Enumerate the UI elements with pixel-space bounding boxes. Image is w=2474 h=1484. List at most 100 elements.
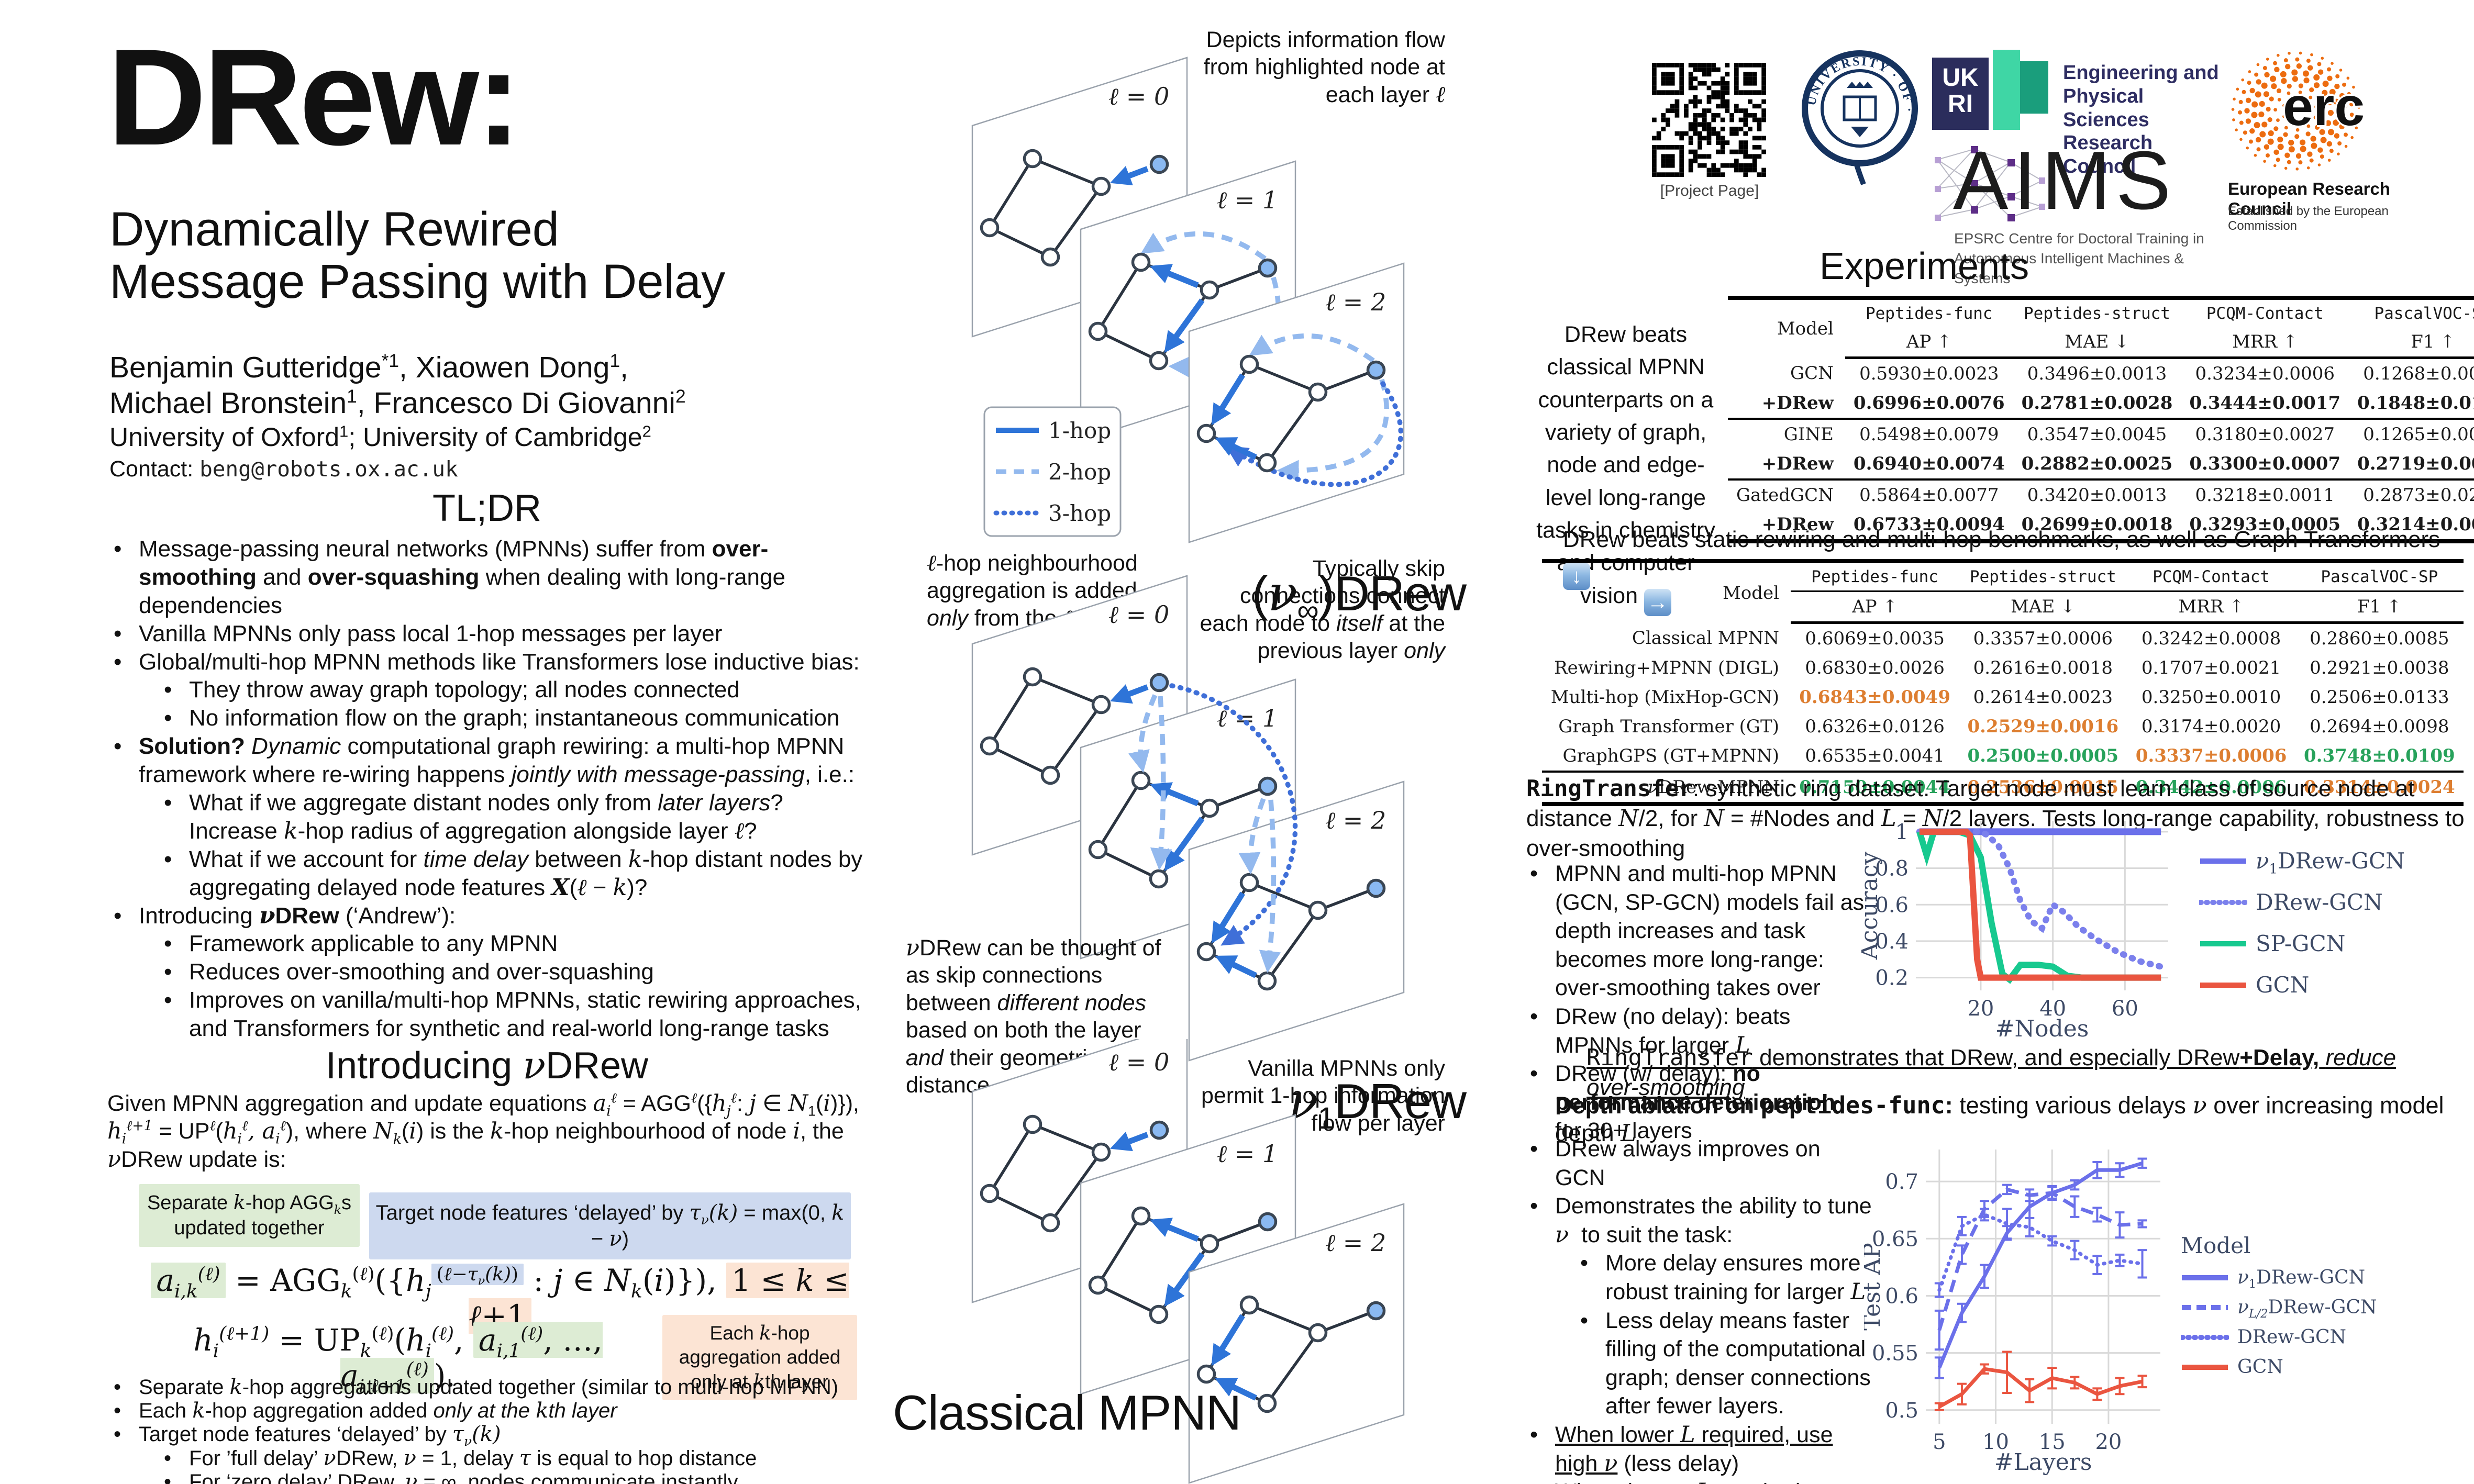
- bullet-item: For ‘zero delay’ DRew, ν = ∞, nodes comm…: [158, 1470, 867, 1484]
- erc-sunburst-icon: [2231, 51, 2361, 171]
- svg-text:0.5: 0.5: [1885, 1399, 1918, 1423]
- legend-item: ν1DRew-GCN: [2181, 1267, 2377, 1290]
- value-cell: 0.3442±0.0006: [2127, 771, 2295, 804]
- value-cell: 0.6069±0.0035: [1805, 628, 1945, 649]
- layer-label: ℓ = 2: [1325, 806, 1386, 834]
- graph-layers-figure-2: ℓ = 0 ℓ = 1 ℓ = 2: [971, 575, 1405, 1062]
- depth-ablation-chart: 5 10 15 20 0.5 0.55 0.6 0.65 0.7 #Layers Test AP: [1864, 1150, 2160, 1476]
- model-cell: GraphGPS (GT+MPNN): [1562, 745, 1779, 766]
- legend-item: DRew-GCN: [2181, 1326, 2377, 1348]
- model-cell: Graph Transformer (GT): [1558, 716, 1779, 737]
- value-cell: 0.5930±0.0023: [1859, 363, 1999, 384]
- layer-label: ℓ = 0: [1108, 1048, 1169, 1076]
- highlighted-node: [1366, 1301, 1386, 1321]
- bullet-item: DRew (no delay): beats MPNNs for larger …: [1524, 1002, 1867, 1059]
- highlighted-node: [1258, 1212, 1278, 1232]
- bullet-item: Reduces over-smoothing and over-squashin…: [158, 958, 867, 986]
- diagram3-caption-top: Vanilla MPNNs only permit 1-hop informat…: [1201, 1056, 1445, 1136]
- table-row: +DRew 0.6940±0.0074 0.2882±0.0025 0.3300±0.…: [1728, 449, 2474, 479]
- column-header: Model: [1777, 318, 1834, 340]
- graph-layer-0: [980, 1114, 1169, 1233]
- ukri-square: UK RI: [1932, 58, 1989, 130]
- graph-layer-1: [1088, 1206, 1278, 1324]
- legend-label: DRew-GCN: [2256, 889, 2383, 915]
- arrow-right-emoji: →: [1644, 588, 1671, 616]
- legend-item: νL/2DRew-GCN: [2181, 1297, 2377, 1320]
- value-cell: 0.3496±0.0013: [2027, 363, 2167, 384]
- table1-caption: DRew beats classical MPNN counterparts o…: [1529, 318, 1723, 616]
- poster-title: DRew:: [107, 20, 522, 174]
- aims-wordmark: AIMS: [1953, 135, 2177, 227]
- value-cell: 0.3293±0.0005: [2189, 514, 2341, 535]
- table2-caption: DRew beats static rewiring and multi-hop…: [1563, 525, 2453, 590]
- graph-layers-figure-3: ℓ = 0 ℓ = 1 ℓ = 2: [971, 1039, 1405, 1484]
- erc-line2: Established by the European Commission: [2228, 204, 2389, 233]
- metric-header: F1 ↑: [2349, 327, 2474, 359]
- dataset-header: Peptides-func: [1865, 304, 1993, 323]
- label-box-green: Separate k-hop AGGks updated together: [139, 1184, 360, 1247]
- graph-layers-figure-1: ℓ = 0 ℓ = 1: [971, 57, 1405, 543]
- table-row: Multi-hop (MixHop-GCN) 0.6843±0.0049 0.261…: [1542, 683, 2464, 712]
- legend-item: DRew-GCN: [2199, 889, 2405, 915]
- dataset-header: PCQM-Contact: [2206, 304, 2324, 323]
- experiments-heading: Experiments: [1819, 246, 2029, 287]
- svg-text:20: 20: [2095, 1430, 2122, 1454]
- bullet-item: What if we account for time delay betwee…: [158, 845, 867, 902]
- value-cell: 0.2781±0.0028: [2021, 393, 2173, 414]
- bullet-item: Vanilla MPNNs only pass local 1-hop mess…: [107, 620, 867, 648]
- legend-1hop: 1-hop: [1048, 418, 1111, 443]
- label-box-blue: Target node features ‘delayed’ by τν(k) …: [369, 1192, 851, 1259]
- metric-header: MAE ↓: [2013, 327, 2181, 359]
- epsrc-wordmark: Engineering and Physical Sciences Research…: [2063, 62, 2219, 178]
- affiliations: University of Oxford1; University of Cam…: [109, 422, 651, 452]
- legend-label: GCN: [2237, 1356, 2283, 1378]
- value-cell: 0.2694±0.0098: [2310, 716, 2449, 737]
- svg-text:0.65: 0.65: [1872, 1227, 1918, 1251]
- value-cell: 0.6996±0.0076: [1853, 393, 2005, 414]
- bullet-item: What if we aggregate distant nodes only …: [158, 789, 867, 845]
- value-cell: 0.2873±0.0219: [2349, 478, 2474, 510]
- value-cell: 0.6843±0.0049: [1799, 687, 1950, 708]
- aims-logo: AIMS EPSRC Centre for Doctoral Training …: [1935, 135, 2231, 286]
- legend-item: GCN: [2181, 1356, 2377, 1378]
- diagram2-caption-top: Typically skip connections connect each …: [1200, 556, 1445, 664]
- ringtransfer-intro: RingTransfer: synthetic ring dataset. Ta…: [1526, 775, 2465, 862]
- table-row: Rewiring+MPNN (DIGL) 0.6830±0.0026 0.2616±…: [1542, 653, 2464, 683]
- diagram1-label: (ν∞)DRew: [1251, 565, 1467, 628]
- erc-wordmark: erc: [2283, 76, 2365, 137]
- column-header: Model: [1722, 582, 1779, 604]
- svg-text:0.55: 0.55: [1872, 1342, 1918, 1366]
- value-cell: 0.1707±0.0021: [2141, 657, 2281, 678]
- svg-text:0.6: 0.6: [1875, 893, 1909, 917]
- value-cell: 0.2536±0.0015: [1959, 771, 2127, 804]
- svg-text:15: 15: [2039, 1430, 2066, 1454]
- value-cell: 0.3218±0.0011: [2181, 478, 2349, 510]
- value-cell: 0.3337±0.0006: [2135, 745, 2287, 766]
- svg-text:0.2: 0.2: [1875, 966, 1909, 990]
- model-cell: νDRew-MPNN: [1542, 771, 1791, 804]
- diagram1-caption-top: Depicts information flow from highlighte…: [1203, 27, 1445, 108]
- aims-caption: EPSRC Centre for Doctoral Training in Aut…: [1954, 230, 2204, 286]
- legend-item: GCN: [2199, 972, 2405, 998]
- model-cell: GatedGCN: [1728, 478, 1845, 510]
- bullet-item: Improves on vanilla/multi-hop MPNNs, sta…: [158, 986, 867, 1043]
- diagram2-caption-bottom: νDRew can be thought of as skip connecti…: [906, 935, 1161, 1098]
- metric-header: MAE ↓: [1959, 591, 2127, 624]
- bullet-item: Each k-hop aggregation added only at the…: [107, 1399, 867, 1423]
- legend-2hop: 2-hop: [1048, 459, 1111, 485]
- svg-text:0.8: 0.8: [1875, 857, 1909, 881]
- authors: Benjamin Gutteridge*1, Xiaowen Dong1, Mic…: [109, 351, 686, 420]
- left-column: DRew: Dynamically Rewired Message Passing…: [107, 0, 867, 1484]
- model-cell: GINE: [1728, 418, 1845, 449]
- highlighted-node: [1258, 776, 1278, 796]
- value-cell: 0.3214±0.0021: [2357, 514, 2474, 535]
- model-cell: Multi-hop (MixHop-GCN): [1550, 687, 1779, 708]
- layer-label: ℓ = 2: [1325, 1229, 1386, 1257]
- diagram-classical-mpnn: ℓ = 0 ℓ = 1 ℓ = 2: [864, 1039, 1484, 1484]
- svg-text:Accuracy: Accuracy: [1861, 852, 1883, 960]
- oxford-book-icon: [1843, 82, 1877, 137]
- metric-header: MRR ↑: [2181, 327, 2349, 359]
- bullet-item: More delay ensures more robust training …: [1574, 1249, 1872, 1306]
- bullet-item: For ’full delay’ νDRew, ν = 1, delay τ i…: [158, 1446, 867, 1470]
